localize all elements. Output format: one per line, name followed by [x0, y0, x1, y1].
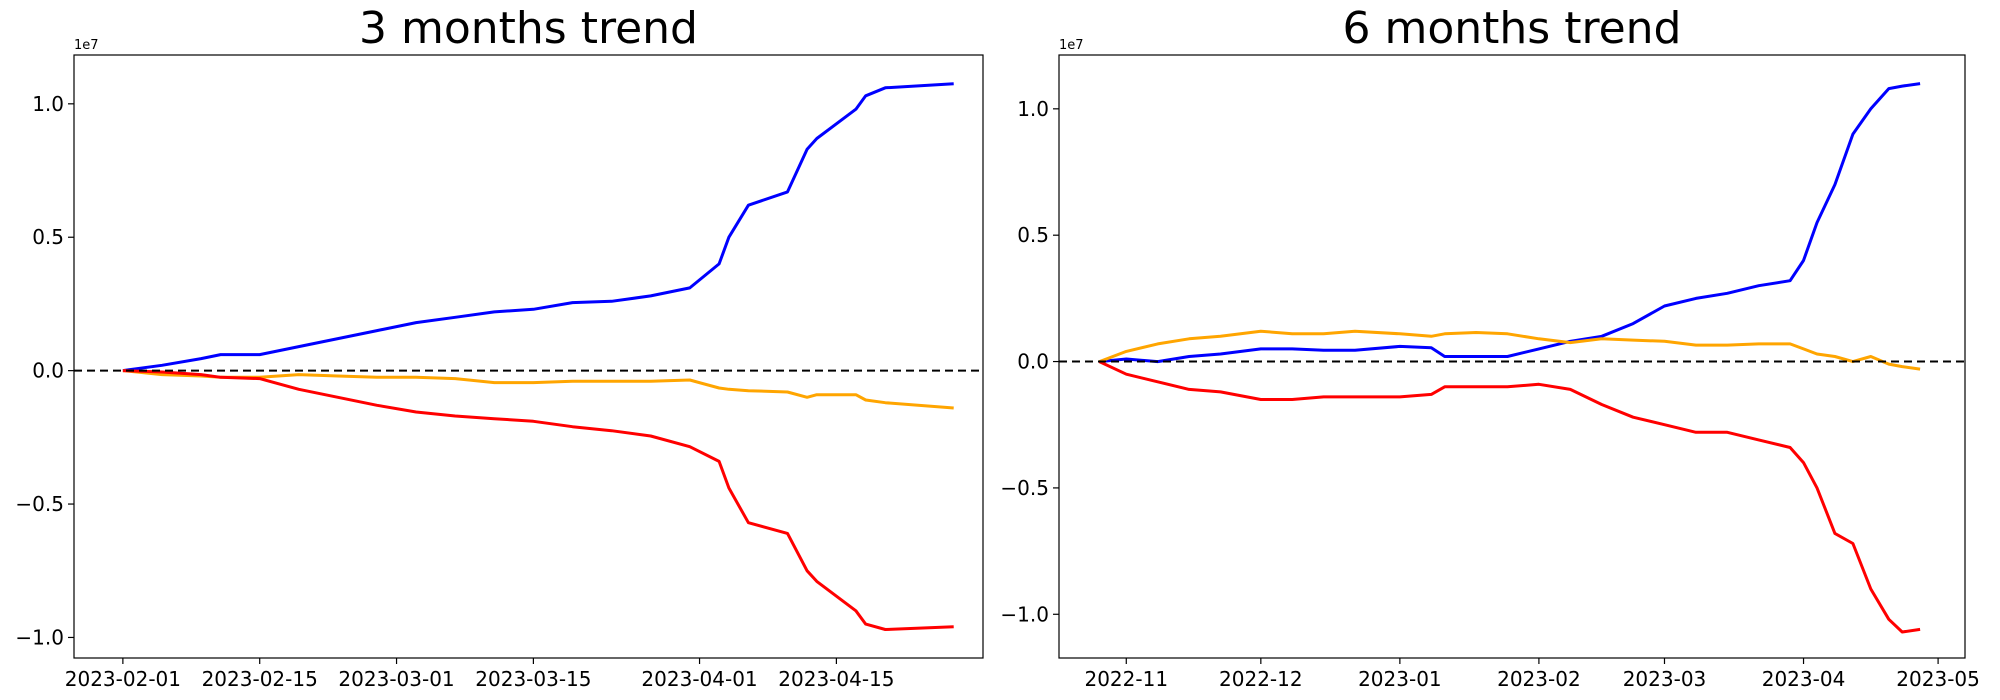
y-tick-label: −0.5 [1000, 476, 1049, 500]
y-tick-label: 1.0 [32, 92, 64, 116]
data-line [1099, 82, 1921, 364]
x-tick-label: 2023-02 [1497, 667, 1581, 691]
x-tick-label: 2022-12 [1219, 667, 1303, 691]
data-line [122, 369, 954, 410]
y-tick-label: 0.5 [32, 225, 64, 249]
axes-frame [73, 54, 984, 659]
x-tick-label: 2023-04-15 [778, 667, 894, 691]
y-tick-label: 0.0 [32, 359, 64, 383]
data-line [1098, 329, 1921, 371]
chart-title: 6 months trend [1343, 3, 1682, 54]
x-tick-label: 2023-04-01 [641, 667, 757, 691]
x-tick-label: 2023-04 [1762, 667, 1846, 691]
y-tick-label: 0.5 [1017, 223, 1049, 247]
data-line [1098, 360, 1921, 634]
x-tick-label: 2023-03-01 [338, 667, 454, 691]
data-line [122, 82, 954, 373]
y-tick-label: 1.0 [1017, 97, 1049, 121]
axis-offset: 1e7 [1059, 38, 1084, 53]
data-line [122, 369, 954, 631]
y-tick-label: −1.0 [1000, 602, 1049, 626]
chart-title: 3 months trend [359, 3, 698, 54]
x-tick-label: 2023-05 [1896, 667, 1980, 691]
y-tick-label: −0.5 [15, 492, 64, 516]
x-tick-label: 2022-11 [1084, 667, 1168, 691]
y-tick-label: −1.0 [15, 625, 64, 649]
axes-frame [1058, 54, 1966, 659]
x-tick-label: 2023-01 [1358, 667, 1442, 691]
x-tick-label: 2023-03-15 [475, 667, 591, 691]
x-tick-label: 2023-03 [1623, 667, 1707, 691]
x-tick-label: 2023-02-15 [202, 667, 318, 691]
x-tick-label: 2023-02-01 [65, 667, 181, 691]
y-tick-label: 0.0 [1017, 350, 1049, 374]
axis-offset: 1e7 [74, 38, 99, 53]
